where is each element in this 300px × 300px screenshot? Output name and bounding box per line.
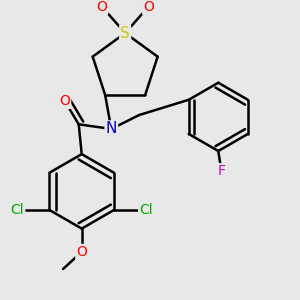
Text: O: O	[76, 245, 87, 259]
Text: O: O	[97, 0, 107, 14]
Text: Cl: Cl	[139, 203, 153, 217]
Text: O: O	[143, 0, 154, 14]
Text: Cl: Cl	[11, 203, 24, 217]
Text: N: N	[106, 122, 117, 136]
Text: F: F	[218, 164, 225, 178]
Text: S: S	[120, 26, 130, 40]
Text: O: O	[59, 94, 70, 108]
